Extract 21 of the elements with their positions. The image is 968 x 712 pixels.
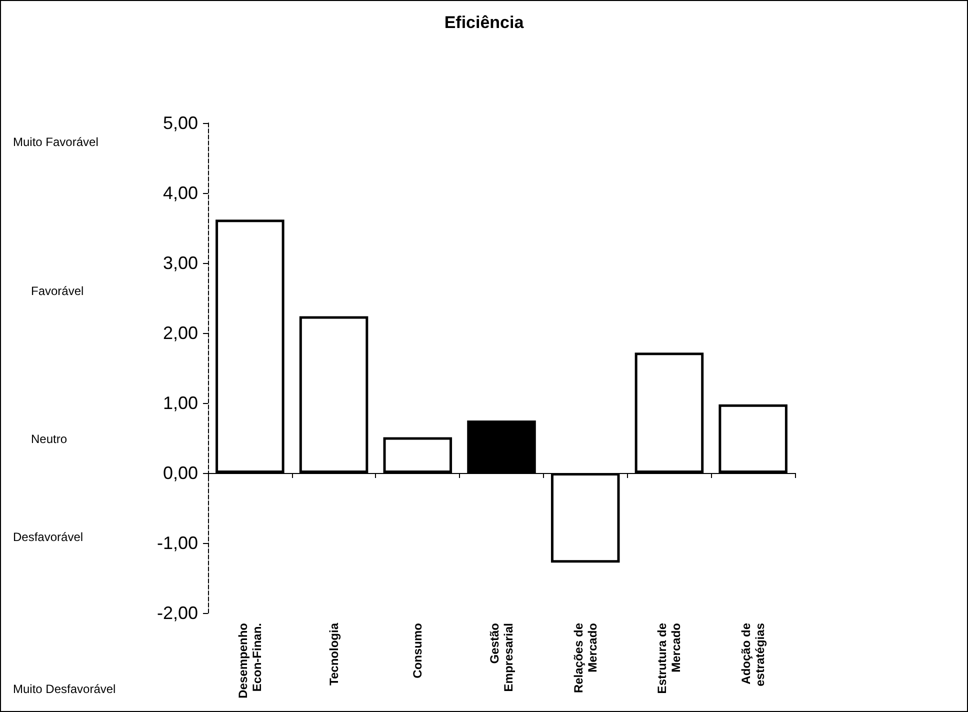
y-tick-label: 5,00 (162, 113, 198, 133)
y-tick-label: 3,00 (162, 253, 198, 273)
y-tick-label: 4,00 (162, 183, 198, 203)
x-tick-label: Tecnologia (326, 622, 341, 686)
y-tick-label: 1,00 (162, 393, 198, 413)
text: Neutro (31, 432, 68, 446)
text: Desfavorável (13, 530, 84, 544)
y-tick-label: 2,00 (162, 323, 198, 343)
x-tick-label: Adoção de estratégias (739, 622, 768, 686)
y-tick-label: -1,00 (156, 533, 198, 553)
text: Muito Desfavorável (13, 682, 116, 696)
y-tick-label: -2,00 (156, 603, 198, 623)
text: Favorável (31, 284, 84, 298)
text: Muito Favorável (13, 135, 98, 149)
x-tick-label: Desempenho Econ-Finan. (236, 623, 264, 698)
x-tick-label: Estrutura de Mercado (655, 622, 684, 694)
chart-title: Eficiência (444, 13, 524, 32)
x-tick-label: Consumo (410, 623, 425, 678)
x-tick-label: Relações de Mercado (571, 622, 600, 694)
y-tick-label: 0,00 (162, 463, 198, 483)
x-tick-label: Gestão Empresarial (488, 623, 516, 692)
